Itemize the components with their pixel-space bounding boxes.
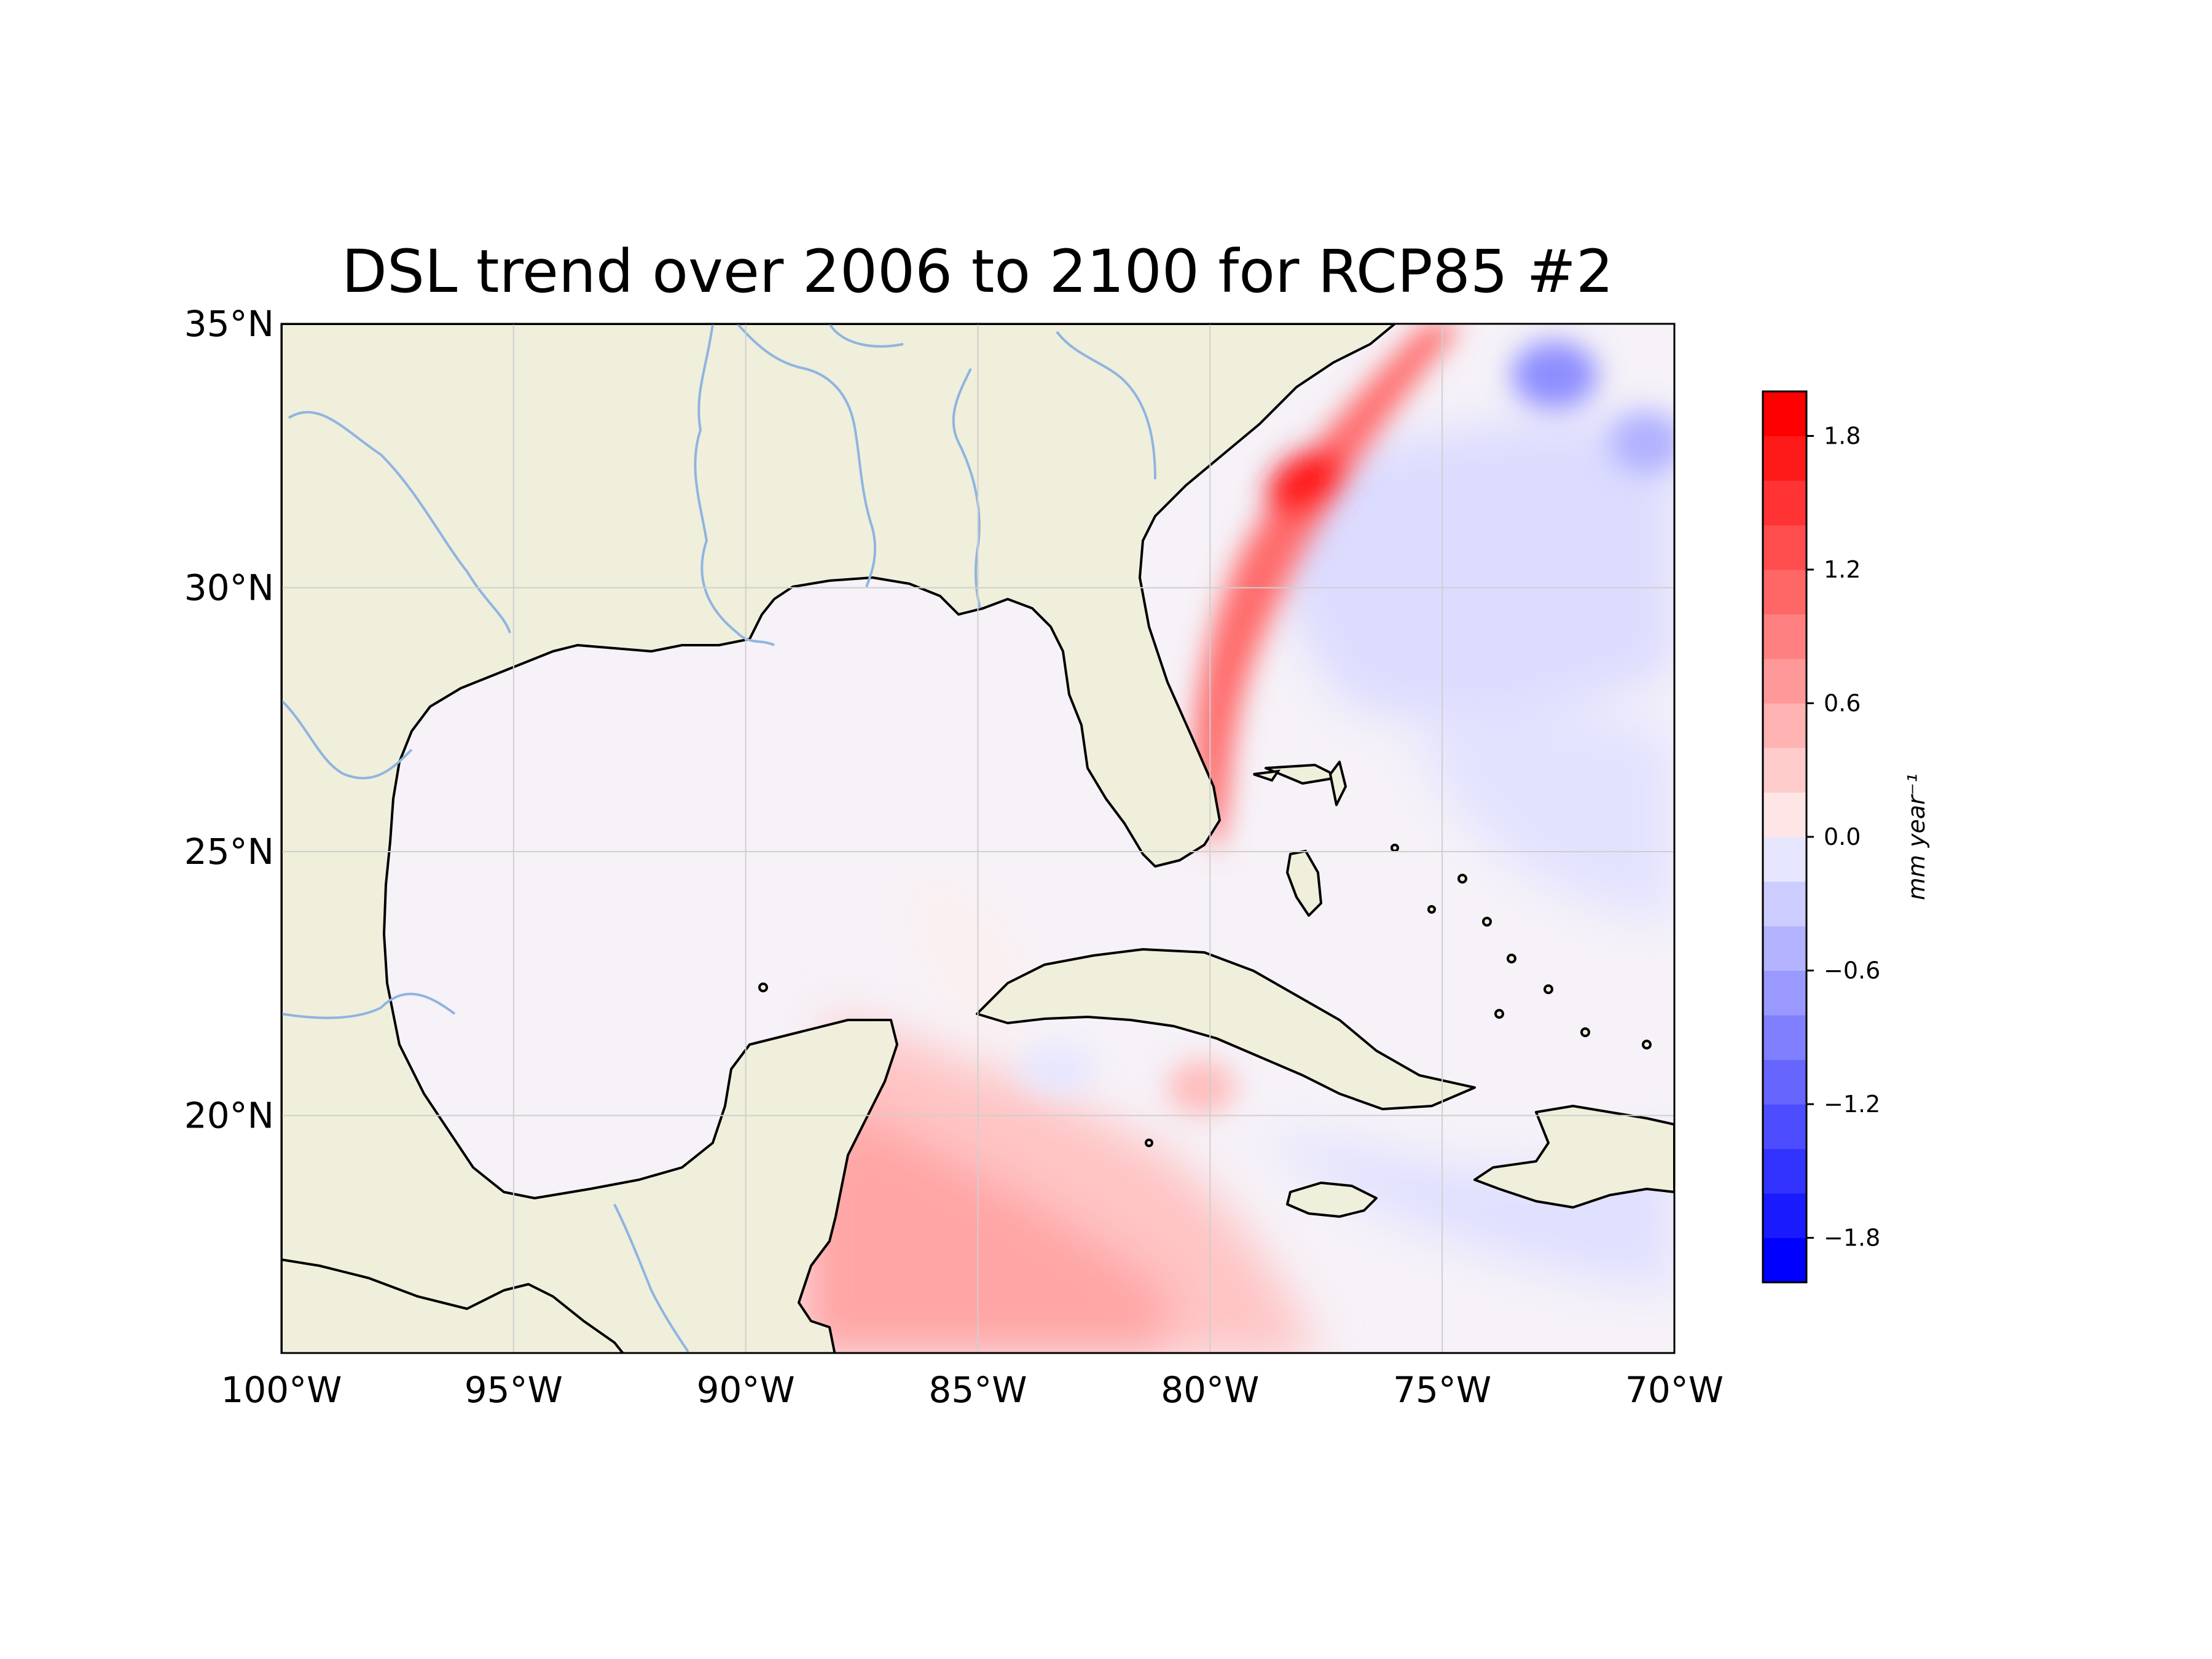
lon-tick-label: 80°W <box>1161 1369 1259 1411</box>
lon-tick-label: 75°W <box>1393 1369 1491 1411</box>
colorbar-band <box>1763 1059 1806 1105</box>
lon-tick-label: 95°W <box>465 1369 563 1411</box>
colorbar-band <box>1763 1104 1806 1149</box>
colorbar-band <box>1763 480 1806 525</box>
lat-tick-label: 20°N <box>184 1094 274 1136</box>
lat-tick-label: 25°N <box>184 831 274 873</box>
colorbar-band <box>1763 436 1806 481</box>
colorbar-band <box>1763 1237 1806 1283</box>
colorbar-band <box>1763 837 1806 882</box>
gulf-stream-hotspot <box>1267 449 1344 516</box>
river-mexico <box>613 1204 689 1353</box>
colorbar-tick-label: 1.2 <box>1824 556 1861 583</box>
river-mississippi <box>694 324 775 646</box>
colorbar-bands <box>1763 391 1806 1283</box>
atlantic-blue-patch-north <box>1278 417 1674 720</box>
colorbar-tick-label: −1.8 <box>1824 1225 1880 1252</box>
lon-tick-label: 85°W <box>928 1369 1027 1411</box>
river-texas-2 <box>281 699 413 780</box>
map-gridlines <box>281 324 1674 1353</box>
colorbar: 1.8 1.2 0.6 0.0 −0.6 −1.2 −1.8 mm year⁻¹ <box>1762 390 1930 1284</box>
colorbar-band <box>1763 1148 1806 1194</box>
river-mobile <box>736 324 877 587</box>
lon-tick-label: 90°W <box>697 1369 795 1411</box>
jamaica <box>1286 1182 1378 1218</box>
gulf-stream-core <box>1195 324 1462 854</box>
colorbar-band <box>1763 970 1806 1016</box>
colorbar-band <box>1763 881 1806 927</box>
colorbar-band <box>1763 525 1806 570</box>
colorbar-band <box>1763 1015 1806 1060</box>
caribbean-pink-spot <box>1167 1060 1235 1115</box>
colorbar-band <box>1763 926 1806 971</box>
colorbar-tick-label: 0.6 <box>1824 690 1861 717</box>
colorbar-tick-label: −0.6 <box>1824 957 1880 984</box>
central-america-south <box>281 1258 625 1353</box>
lon-tick-label: 70°W <box>1625 1369 1724 1411</box>
abaco <box>1329 761 1347 806</box>
lat-tick-label: 30°N <box>184 567 274 608</box>
colorbar-band <box>1763 1193 1806 1238</box>
colorbar-band <box>1763 748 1806 793</box>
colorbar-tick-label: 1.8 <box>1824 423 1861 450</box>
colorbar-band <box>1763 792 1806 837</box>
atlantic-blue-patch-east <box>1413 714 1674 922</box>
colorbar-tick-label: −1.2 <box>1824 1091 1880 1118</box>
colorbar-band <box>1763 614 1806 659</box>
river-texas-1 <box>288 410 511 633</box>
lon-tick-label: 100°W <box>221 1369 342 1411</box>
colorbar-band <box>1763 659 1806 704</box>
colorbar-band <box>1763 391 1806 436</box>
map-panel <box>281 324 1674 1353</box>
river-apalachicola <box>952 368 981 609</box>
small-islands <box>758 769 1652 1147</box>
latitude-tick-labels: 35°N 30°N 25°N 20°N <box>184 303 274 1136</box>
north-america-land <box>281 324 1396 1353</box>
colorbar-ticks: 1.8 1.2 0.6 0.0 −0.6 −1.2 −1.8 <box>1806 423 1880 1252</box>
longitude-tick-labels: 100°W 95°W 90°W 85°W 80°W 75°W 70°W <box>221 1369 1724 1411</box>
river-alabama <box>828 324 904 348</box>
atlantic-deep-blue-spot <box>1512 341 1598 409</box>
lat-tick-label: 35°N <box>184 303 274 345</box>
colorbar-tick-label: 0.0 <box>1824 823 1861 850</box>
map-frame <box>280 323 1676 1354</box>
atlantic-blue-spot-2 <box>1610 412 1674 473</box>
rivers <box>281 324 1156 1353</box>
andros-island <box>1286 850 1322 917</box>
yucatan-red-band <box>799 1106 1167 1353</box>
honduras-blue-spot <box>1020 1045 1094 1094</box>
cuba <box>976 948 1476 1110</box>
colorbar-band <box>1763 570 1806 614</box>
land <box>281 324 1674 1353</box>
river-rio-grande <box>281 992 456 1019</box>
river-georgia <box>1056 331 1156 480</box>
colorbar-label: mm year⁻¹ <box>1903 774 1930 900</box>
colorbar-band <box>1763 703 1806 748</box>
figure-title: DSL trend over 2006 to 2100 for RCP85 #2 <box>342 237 1614 306</box>
